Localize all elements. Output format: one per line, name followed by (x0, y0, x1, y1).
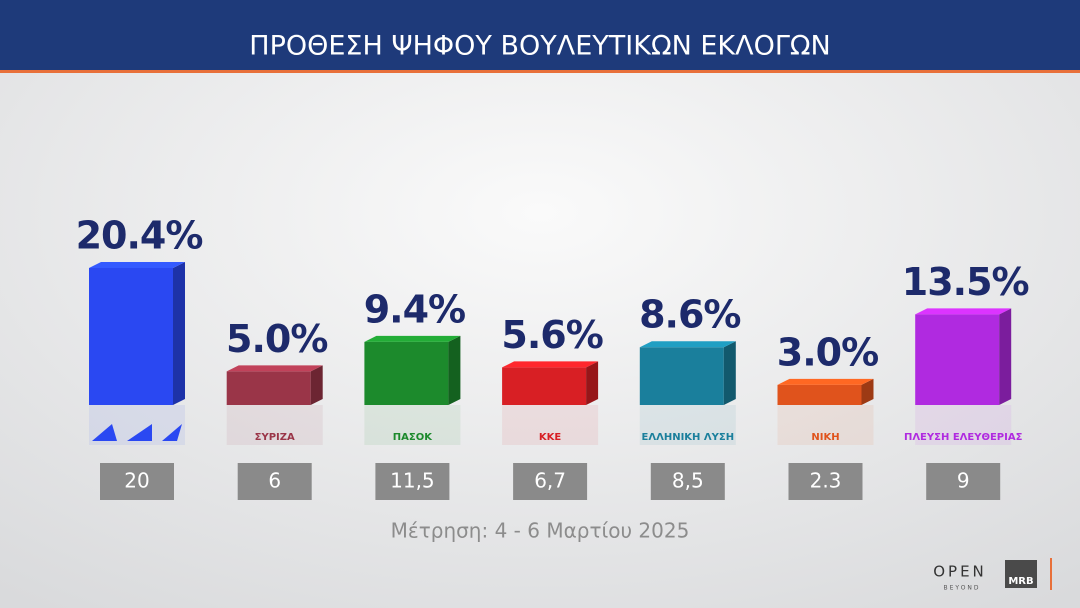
header-bar (0, 0, 1080, 70)
bar (777, 384, 862, 405)
previous-box (788, 463, 863, 500)
bar-side (173, 262, 185, 405)
previous-box (650, 463, 725, 500)
bar-top (89, 262, 185, 268)
bar-reflection (226, 405, 323, 445)
previous-label: 9 (957, 469, 970, 493)
previous-box (926, 463, 1001, 500)
value-label: 3.0% (777, 330, 878, 374)
bar-reflection (777, 405, 874, 445)
party-logo (92, 424, 117, 441)
value-label: 13.5% (902, 260, 1029, 304)
bar-top (639, 341, 736, 348)
previous-box (513, 463, 588, 500)
value-label: 5.0% (226, 317, 327, 361)
channel-logo: OPEN (933, 563, 987, 581)
bar-top (915, 308, 1012, 315)
party-logo-text: ΝΙΚΗ (811, 432, 839, 443)
previous-label: 8,5 (672, 469, 704, 493)
subtitle: Μέτρηση: 4 - 6 Μαρτίου 2025 (391, 519, 690, 543)
previous-label: 2.3 (810, 469, 842, 493)
bar-side (999, 308, 1012, 405)
bar (364, 341, 449, 405)
bar (915, 314, 1000, 405)
value-label: 5.6% (501, 313, 602, 357)
brand-divider (1050, 558, 1052, 590)
previous-label: 11,5 (390, 469, 435, 493)
bar-side (310, 365, 323, 405)
party-logo-text: ΠΑΣΟΚ (393, 432, 433, 443)
bar-side (723, 341, 736, 405)
bar-side (586, 361, 599, 405)
bar (89, 268, 173, 405)
party-logo-text: ΚΚΕ (539, 432, 561, 443)
header-accent (0, 70, 1080, 73)
chart-title: ΠΡΟΘΕΣΗ ΨΗΦΟΥ ΒΟΥΛΕΥΤΙΚΩΝ ΕΚΛΟΓΩΝ (249, 31, 830, 62)
previous-label: 6 (268, 469, 281, 493)
previous-label: 6,7 (534, 469, 566, 493)
bar-reflection (639, 405, 736, 445)
bar-reflection (915, 405, 1012, 445)
bar (226, 371, 311, 405)
pollster-logo: MRB (1008, 576, 1033, 587)
previous-box (100, 463, 174, 500)
value-label: 20.4% (76, 214, 203, 258)
previous-label: 20 (124, 469, 149, 493)
bar-top (502, 361, 599, 368)
party-logo-text: ΠΛΕΥΣΗ ΕΛΕΥΘΕΡΙΑΣ (904, 432, 1023, 443)
bar-side (861, 378, 874, 405)
bar-top (364, 335, 461, 342)
channel-tagline: BEYOND (943, 585, 980, 592)
bar-reflection (502, 405, 599, 445)
bar-side (448, 335, 461, 405)
bar-reflection (364, 405, 461, 445)
bar (639, 347, 724, 405)
party-logo-text: ΣΥΡΙΖΑ (255, 432, 295, 443)
party-logo-text: ΕΛΛΗΝΙΚΗ ΛΥΣΗ (642, 432, 735, 443)
party-logo (162, 424, 182, 441)
pollster-logo-box (1005, 560, 1037, 588)
bar-top (777, 378, 874, 385)
value-label: 9.4% (364, 287, 465, 331)
bar (502, 367, 587, 405)
value-label: 8.6% (639, 293, 740, 337)
bar-top (226, 365, 323, 372)
previous-box (237, 463, 312, 500)
previous-box (375, 463, 450, 500)
party-logo (127, 424, 152, 441)
